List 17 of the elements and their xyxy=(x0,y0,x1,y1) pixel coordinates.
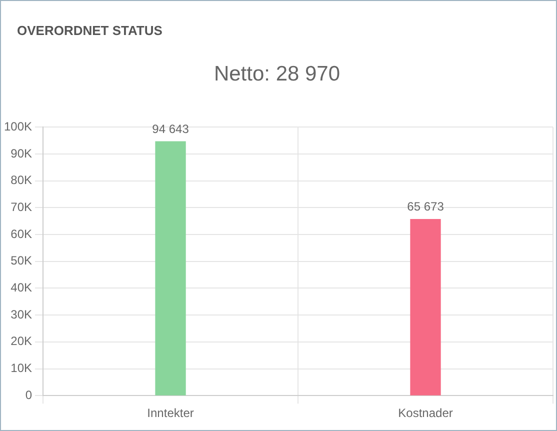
data-label: 94 643 xyxy=(152,122,190,136)
y-tick-label: 10K xyxy=(10,361,32,376)
data-label: 65 673 xyxy=(407,200,444,214)
y-tick-label: 90K xyxy=(10,146,32,160)
y-tick-label: 50K xyxy=(10,254,32,268)
y-tick-label: 100K xyxy=(4,120,32,134)
y-tick-label: 70K xyxy=(10,200,32,214)
chart-title: OVERORDNET STATUS xyxy=(17,23,162,39)
x-tick-label: Inntekter xyxy=(147,406,194,420)
y-tick-label: 40K xyxy=(10,280,32,295)
y-tick-label: 20K xyxy=(10,334,32,348)
y-tick-label: 30K xyxy=(10,307,32,322)
y-tick-label: 60K xyxy=(10,226,32,241)
y-tick-label: 0 xyxy=(25,388,32,402)
x-tick-label: Kostnader xyxy=(398,406,453,420)
y-tick-label: 80K xyxy=(10,173,32,188)
chart-subtitle: Netto: 28 970 xyxy=(214,62,340,86)
